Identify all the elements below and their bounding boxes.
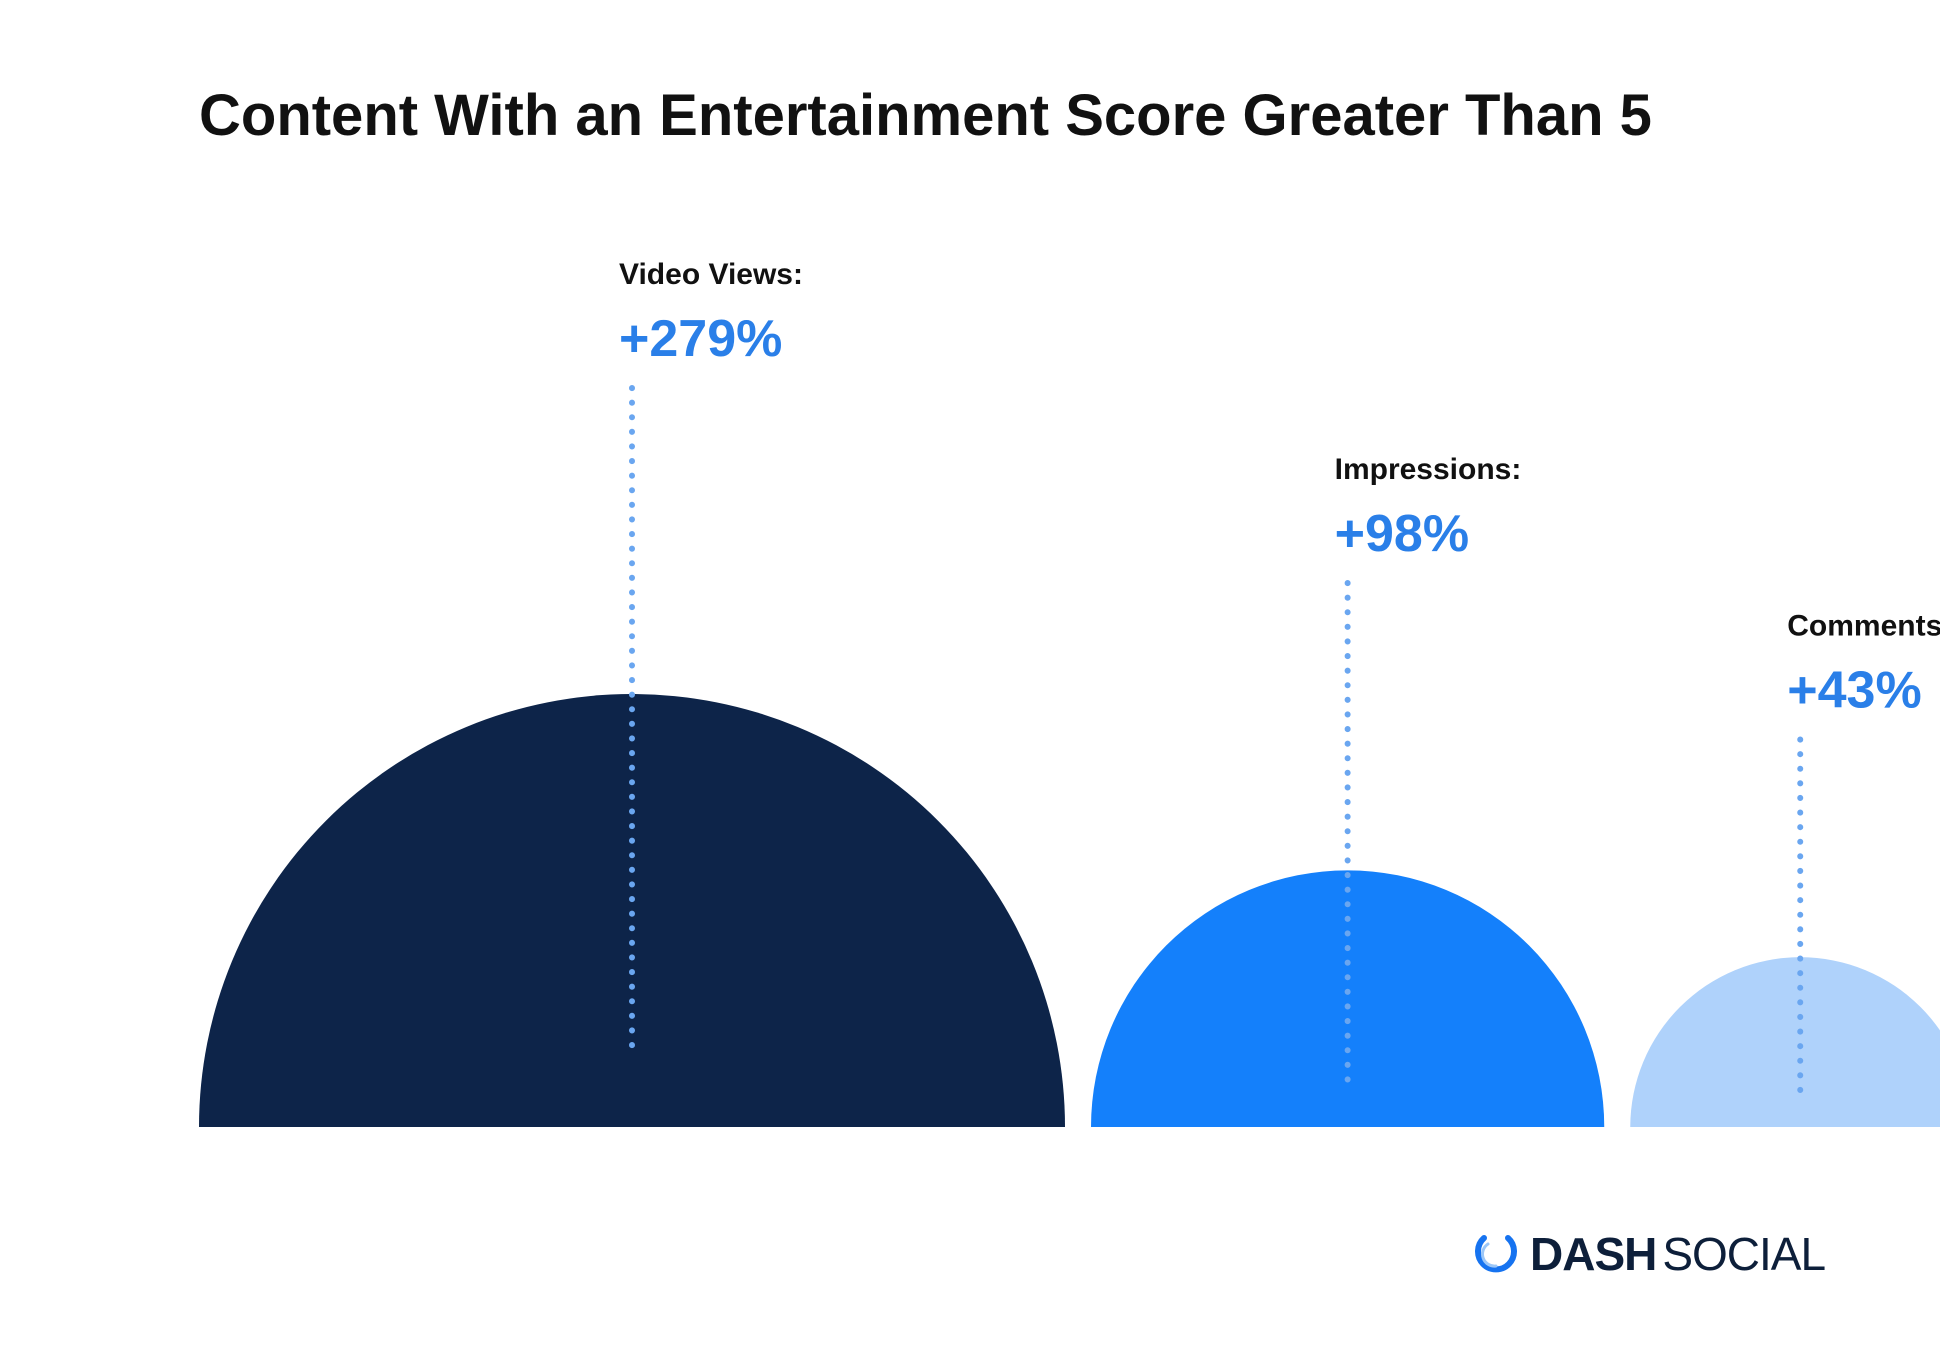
category-label-video-views: Video Views: (619, 258, 803, 291)
brand-name-strong: DASH (1530, 1228, 1657, 1280)
dome-impressions (1091, 870, 1605, 1127)
dome-comments (1630, 957, 1940, 1127)
brand-mark-icon (1475, 1235, 1517, 1273)
value-label-comments: +43% (1787, 661, 1921, 719)
domes-group (199, 694, 1940, 1127)
brand-logo: DASH SOCIAL (1474, 1226, 1826, 1282)
brand-name-light: SOCIAL (1662, 1228, 1826, 1280)
dome-video-views (199, 694, 1065, 1127)
labels-group: Video Views: +279% Impressions: +98% Comment… (619, 258, 1940, 719)
value-label-impressions: +98% (1335, 505, 1469, 563)
chart-title: Content With an Entertainment Score Grea… (199, 83, 1652, 148)
category-label-comments: Comments: (1787, 609, 1940, 642)
value-label-video-views: +279% (619, 310, 782, 368)
leader-lines-group (629, 385, 1804, 1103)
category-label-impressions: Impressions: (1335, 453, 1522, 486)
